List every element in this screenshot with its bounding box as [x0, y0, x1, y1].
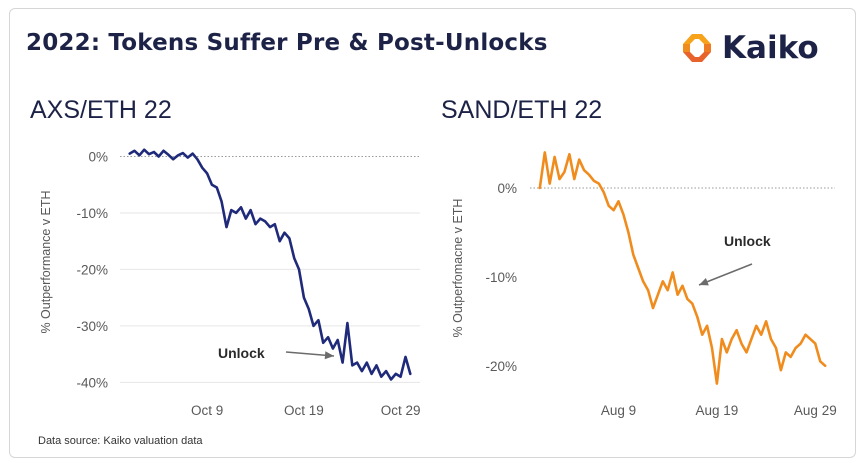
data-source-note: Data source: Kaiko valuation data: [38, 435, 203, 447]
sand-xtick-label: Aug 29: [794, 403, 837, 418]
sand-unlock-arrow-line: [698, 263, 753, 286]
sand-unlock-arrow-head: [699, 277, 709, 286]
axs-ytick-label: -10%: [76, 206, 108, 221]
page-title: 2022: Tokens Suffer Pre & Post-Unlocks: [26, 30, 548, 56]
sand-unlock-annotation: Unlock: [724, 233, 771, 249]
axs-ytick-label: -30%: [76, 319, 108, 334]
kaiko-logo-text: Kaiko: [722, 30, 819, 66]
axs-series-line: [128, 148, 412, 381]
axs-xtick-label: Oct 19: [284, 403, 324, 418]
sand-chart-title: SAND/ETH 22: [441, 96, 603, 124]
sand-xtick-label: Aug 19: [696, 403, 739, 418]
sand-ytick-label: -20%: [485, 359, 517, 374]
sand-y-axis-label: % Outperfomacne v ETH: [451, 199, 465, 338]
sand-xtick-label: Aug 9: [601, 403, 636, 418]
axs-unlock-annotation: Unlock: [218, 345, 265, 361]
kaiko-logo-icon: [683, 34, 711, 62]
sand-series-line: [538, 151, 827, 385]
sand-ytick-label: 0%: [497, 181, 517, 196]
axs-ytick-label: 0%: [88, 149, 108, 164]
axs-chart-title: AXS/ETH 22: [30, 96, 172, 124]
chart-card: [9, 8, 856, 458]
axs-ytick-label: -40%: [76, 375, 108, 390]
axs-xtick-label: Oct 9: [191, 403, 223, 418]
axs-xtick-label: Oct 29: [381, 403, 421, 418]
axs-ytick-label: -20%: [76, 262, 108, 277]
axs-y-axis-label: % Outperformance v ETH: [39, 190, 53, 333]
axs-unlock-arrow-head: [324, 351, 334, 360]
sand-ytick-label: -10%: [485, 270, 517, 285]
